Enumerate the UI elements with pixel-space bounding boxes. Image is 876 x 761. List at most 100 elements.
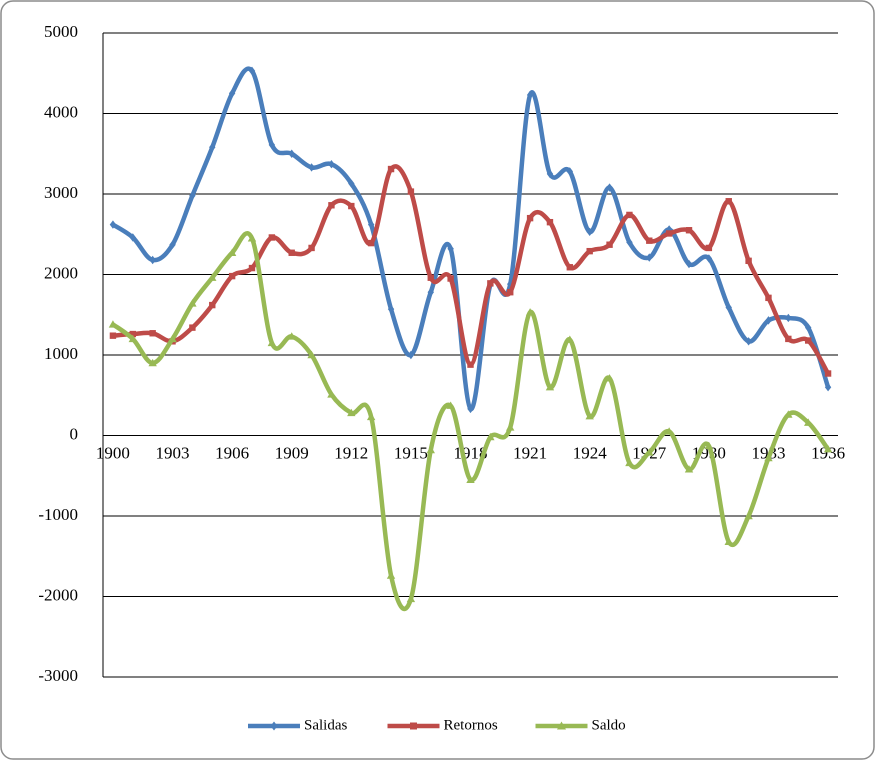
marker bbox=[248, 264, 256, 272]
marker bbox=[506, 423, 515, 431]
marker bbox=[328, 160, 335, 169]
marker bbox=[348, 179, 355, 188]
marker bbox=[487, 280, 494, 287]
marker bbox=[446, 401, 455, 409]
series-line bbox=[111, 66, 831, 412]
marker bbox=[664, 427, 674, 435]
marker bbox=[209, 301, 216, 309]
marker bbox=[724, 537, 733, 545]
marker bbox=[228, 89, 236, 98]
marker bbox=[566, 264, 574, 271]
marker bbox=[565, 335, 575, 343]
x-tick-label: 1915 bbox=[394, 443, 428, 462]
marker bbox=[288, 249, 295, 256]
marker bbox=[268, 140, 276, 150]
x-tick-label: 1912 bbox=[334, 443, 368, 462]
marker bbox=[287, 332, 296, 340]
marker bbox=[467, 404, 474, 414]
marker bbox=[745, 257, 752, 265]
marker bbox=[447, 275, 454, 282]
marker bbox=[566, 167, 574, 176]
marker bbox=[546, 169, 554, 179]
marker bbox=[625, 458, 634, 467]
marker bbox=[426, 445, 435, 454]
marker bbox=[128, 334, 137, 343]
marker bbox=[765, 316, 772, 325]
y-tick-label: 4000 bbox=[44, 102, 78, 121]
marker bbox=[149, 255, 156, 265]
legend-label: Salidas bbox=[304, 717, 347, 733]
marker bbox=[705, 244, 713, 252]
marker bbox=[823, 444, 833, 453]
marker bbox=[525, 308, 535, 316]
y-tick-label: 5000 bbox=[44, 22, 78, 41]
marker bbox=[308, 163, 315, 172]
marker bbox=[606, 241, 613, 248]
x-tick-label: 1924 bbox=[573, 443, 608, 462]
marker bbox=[805, 337, 812, 344]
marker bbox=[486, 432, 495, 441]
marker bbox=[228, 272, 236, 280]
marker bbox=[586, 227, 593, 237]
marker bbox=[684, 465, 694, 473]
x-tick-label: 1909 bbox=[275, 443, 309, 462]
marker bbox=[626, 238, 633, 247]
marker bbox=[466, 475, 475, 483]
marker bbox=[704, 441, 714, 450]
marker bbox=[665, 230, 673, 237]
marker bbox=[288, 149, 295, 158]
marker bbox=[447, 244, 454, 253]
marker bbox=[745, 337, 752, 346]
marker bbox=[824, 370, 832, 377]
marker bbox=[308, 244, 315, 252]
marker bbox=[645, 448, 654, 456]
marker bbox=[725, 303, 732, 312]
marker bbox=[765, 294, 772, 302]
marker bbox=[427, 274, 434, 281]
marker bbox=[348, 202, 355, 210]
x-tick-label: 1903 bbox=[156, 443, 190, 462]
marker bbox=[606, 183, 613, 192]
marker bbox=[467, 361, 474, 368]
marker bbox=[367, 220, 375, 229]
marker bbox=[685, 259, 693, 269]
marker bbox=[189, 324, 196, 331]
marker bbox=[646, 237, 653, 244]
marker bbox=[347, 408, 356, 417]
marker bbox=[725, 198, 732, 205]
y-tick-label: -1000 bbox=[38, 505, 78, 524]
marker bbox=[407, 350, 415, 360]
marker bbox=[585, 411, 594, 420]
y-tick-label: 2000 bbox=[44, 263, 78, 282]
marker bbox=[406, 594, 416, 603]
marker bbox=[188, 299, 197, 307]
marker bbox=[545, 383, 555, 391]
marker bbox=[526, 90, 534, 100]
x-tick-label: 1906 bbox=[215, 443, 249, 462]
marker bbox=[546, 218, 554, 226]
marker bbox=[129, 330, 136, 338]
legend-label: Saldo bbox=[592, 717, 626, 733]
marker bbox=[148, 358, 157, 367]
marker bbox=[387, 304, 395, 314]
marker bbox=[824, 383, 832, 392]
marker bbox=[149, 330, 156, 337]
marker bbox=[764, 453, 773, 462]
marker bbox=[387, 165, 395, 173]
marker bbox=[427, 288, 434, 297]
legend-label: Retornos bbox=[444, 717, 498, 733]
y-tick-label: 1000 bbox=[44, 344, 78, 363]
y-tick-label: -3000 bbox=[38, 666, 78, 685]
y-tick-label: 0 bbox=[70, 424, 79, 443]
marker bbox=[705, 254, 713, 263]
marker bbox=[168, 334, 177, 343]
x-tick-label: 1936 bbox=[811, 443, 845, 462]
marker bbox=[804, 418, 813, 426]
marker bbox=[744, 511, 753, 520]
marker bbox=[267, 338, 277, 347]
marker bbox=[785, 313, 792, 323]
marker bbox=[507, 289, 514, 296]
marker bbox=[109, 220, 117, 229]
marker bbox=[248, 66, 256, 76]
